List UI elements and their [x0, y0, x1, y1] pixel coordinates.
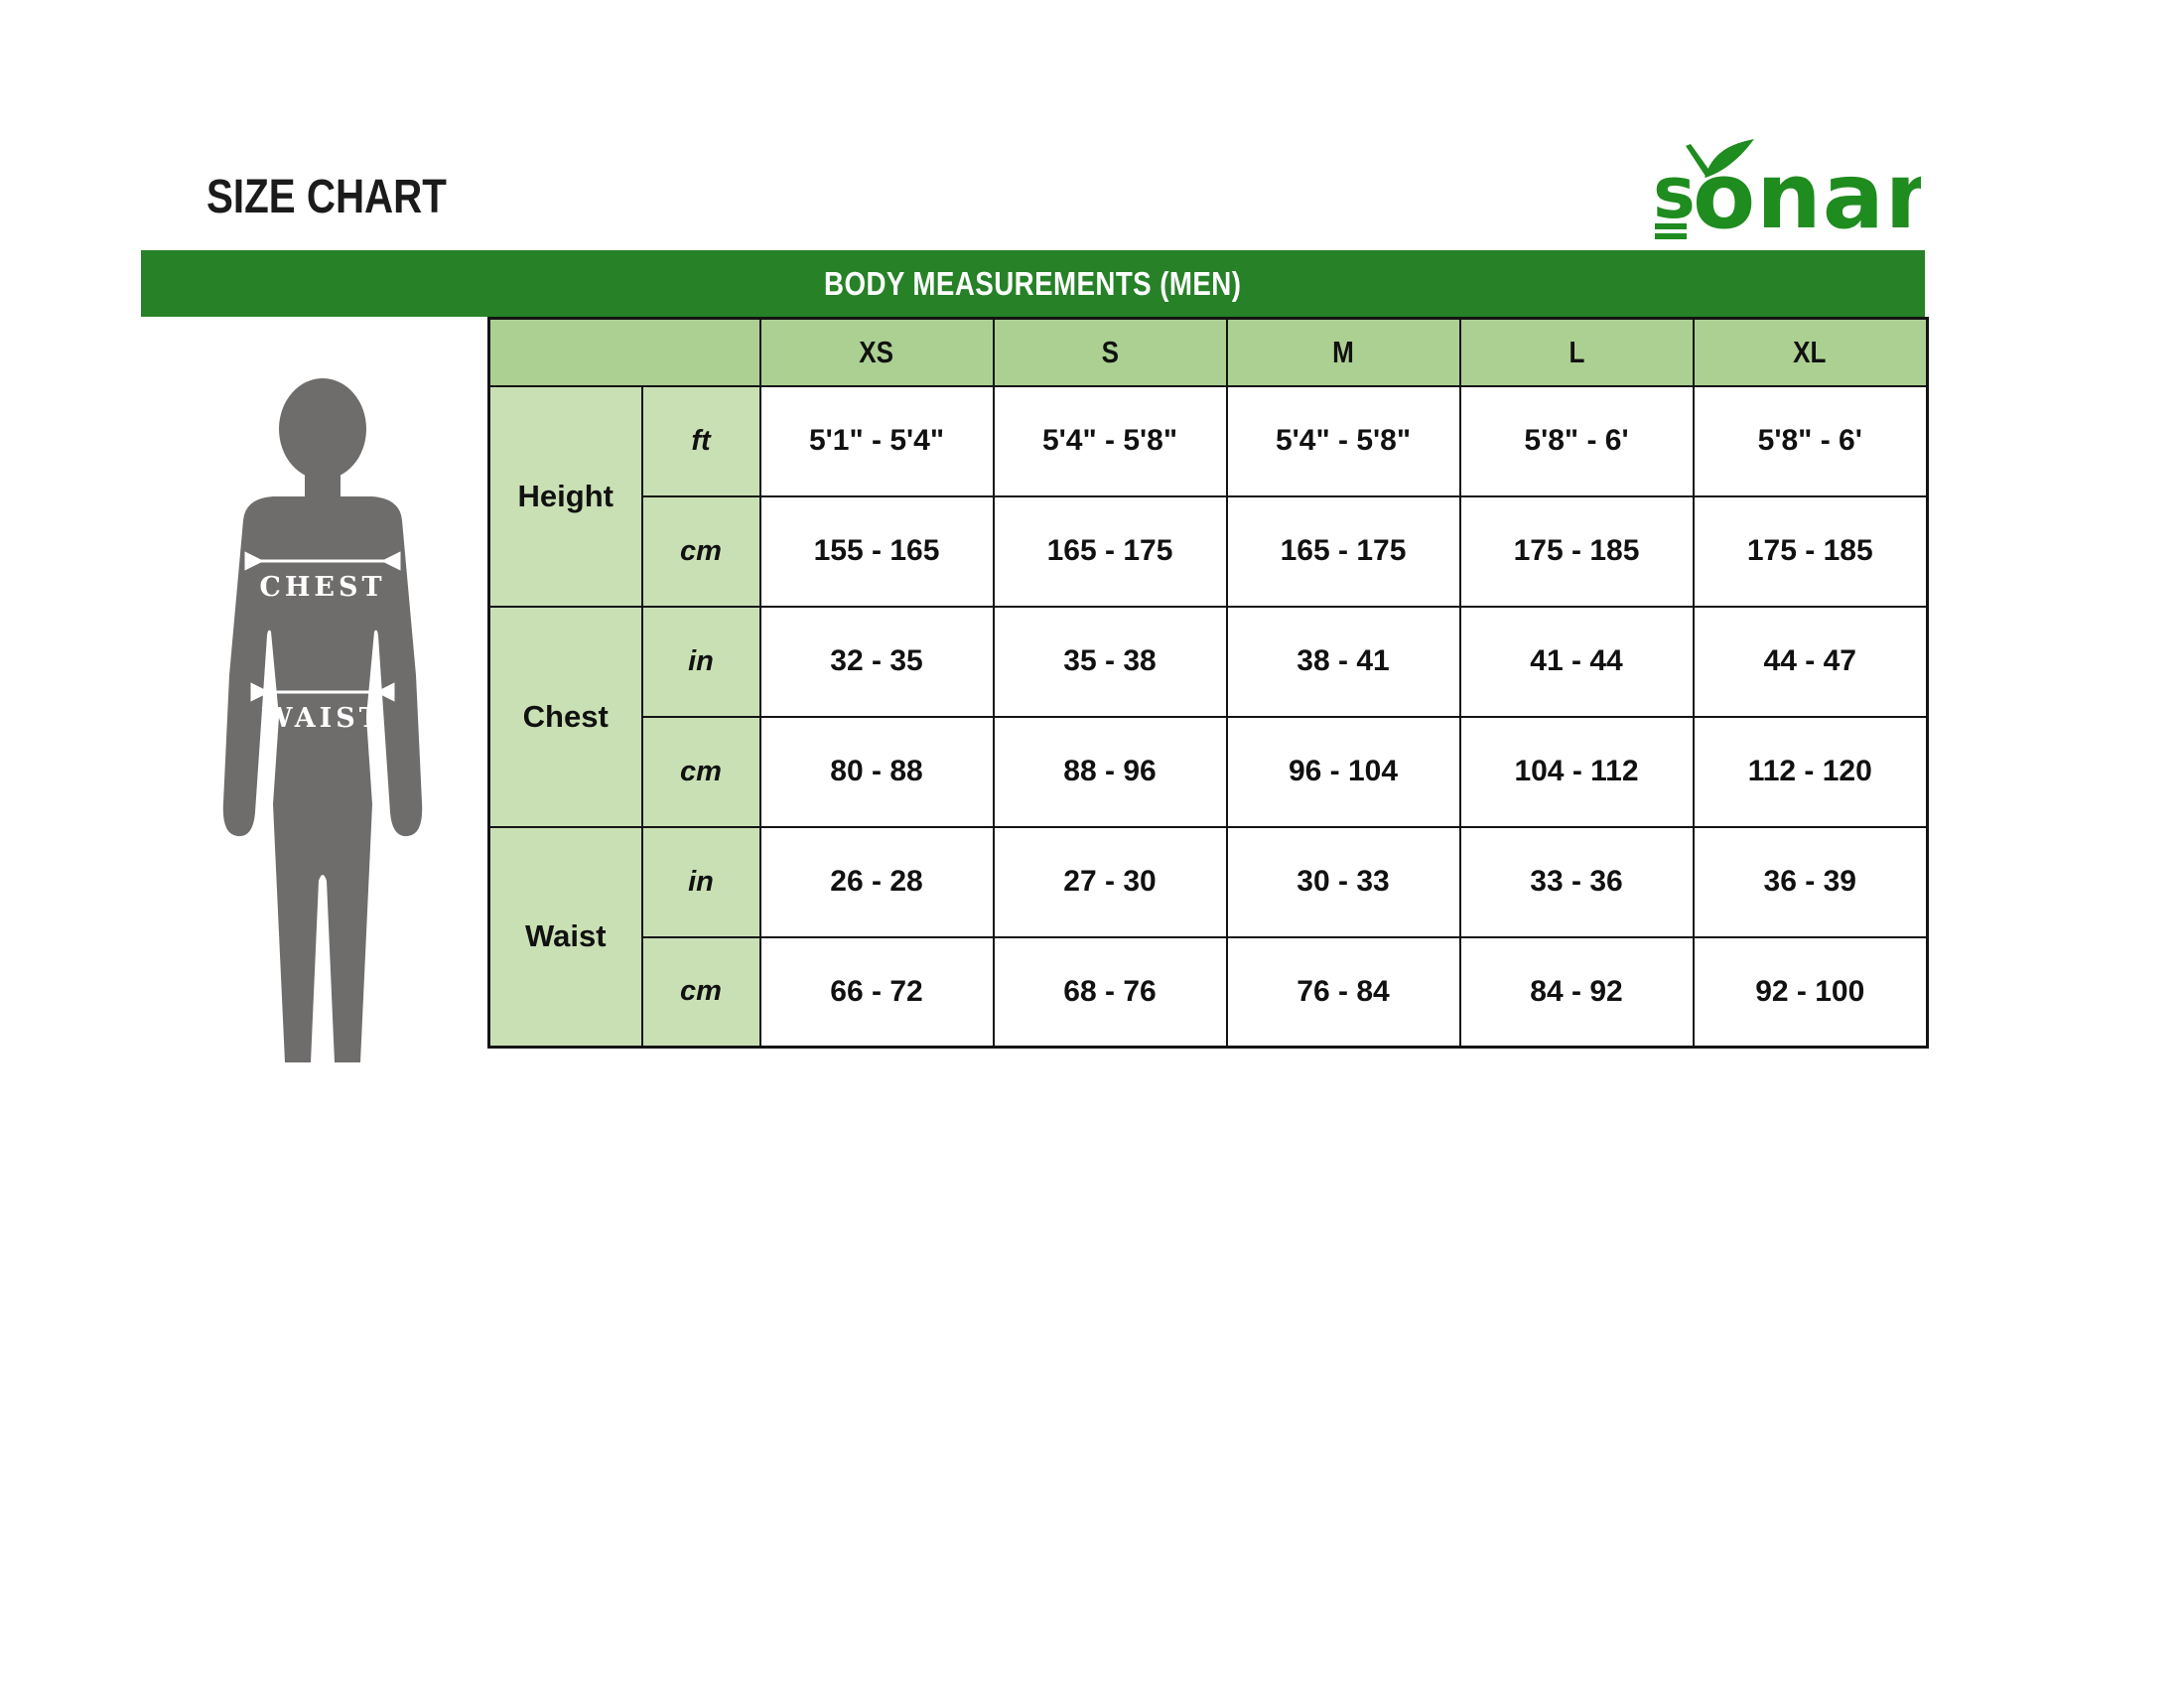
- table-row-height-cm: cm 155 - 165 165 - 175 165 - 175 175 - 1…: [489, 494, 1929, 608]
- value-cell: 175 - 185: [1458, 494, 1695, 608]
- value-cell: 66 - 72: [758, 935, 995, 1049]
- value-cell: 5'4" - 5'8": [1225, 384, 1461, 497]
- brand-logo: s onam: [1653, 139, 1921, 243]
- value-cell: 76 - 84: [1225, 935, 1461, 1049]
- value-cell: 44 - 47: [1692, 605, 1929, 718]
- value-cell: 30 - 33: [1225, 825, 1461, 938]
- value-cell: 5'8" - 6': [1458, 384, 1695, 497]
- value-cell: 5'4" - 5'8": [992, 384, 1228, 497]
- banner-body-measurements: BODY MEASUREMENTS (MEN): [141, 250, 1925, 317]
- value-cell: 32 - 35: [758, 605, 995, 718]
- unit-cell-cm: cm: [640, 935, 761, 1049]
- value-cell: 88 - 96: [992, 715, 1228, 828]
- size-header-xs: XS: [758, 317, 995, 387]
- value-cell: 96 - 104: [1225, 715, 1461, 828]
- value-cell: 165 - 175: [1225, 494, 1461, 608]
- value-cell: 35 - 38: [992, 605, 1228, 718]
- body-measurement-figure: CHEST WAIST: [222, 378, 423, 1062]
- logo-letters-onam: onam: [1693, 143, 1921, 243]
- banner-title: BODY MEASUREMENTS (MEN): [824, 264, 1242, 302]
- value-cell: 26 - 28: [758, 825, 995, 938]
- body-measurements-table: XS S M L XL Height ft 5'1" - 5'4" 5'4" -…: [487, 317, 1929, 1049]
- value-cell: 165 - 175: [992, 494, 1228, 608]
- size-header-xl: XL: [1692, 317, 1929, 387]
- value-cell: 41 - 44: [1458, 605, 1695, 718]
- logo-letter-s: s: [1653, 151, 1696, 234]
- unit-cell-cm: cm: [640, 494, 761, 608]
- size-header-l: L: [1458, 317, 1695, 387]
- value-cell: 175 - 185: [1692, 494, 1929, 608]
- value-cell: 104 - 112: [1458, 715, 1695, 828]
- table-row-waist-cm: cm 66 - 72 68 - 76 76 - 84 84 - 92 92 - …: [489, 935, 1929, 1049]
- category-cell-chest: Chest: [487, 605, 643, 828]
- value-cell: 38 - 41: [1225, 605, 1461, 718]
- size-header-m: M: [1225, 317, 1461, 387]
- waist-label: WAIST: [261, 703, 383, 734]
- value-cell: 68 - 76: [992, 935, 1228, 1049]
- page-title: SIZE CHART: [206, 174, 492, 221]
- size-header-s: S: [992, 317, 1228, 387]
- value-cell: 84 - 92: [1458, 935, 1695, 1049]
- unit-cell-cm: cm: [640, 715, 761, 828]
- value-cell: 27 - 30: [992, 825, 1228, 938]
- table-row-height-ft: Height ft 5'1" - 5'4" 5'4" - 5'8" 5'4" -…: [487, 384, 1929, 608]
- table-row-chest-cm: cm 80 - 88 88 - 96 96 - 104 104 - 112 11…: [489, 715, 1929, 828]
- leaf-sprout-icon: [1686, 139, 1754, 178]
- category-cell-waist: Waist: [487, 825, 643, 1049]
- value-cell: 33 - 36: [1458, 825, 1695, 938]
- man-silhouette: [222, 378, 423, 1062]
- chest-label: CHEST: [259, 572, 385, 603]
- value-cell: 92 - 100: [1692, 935, 1929, 1049]
- unit-cell-in: in: [640, 825, 761, 938]
- value-cell: 80 - 88: [758, 715, 995, 828]
- size-header-row: XS S M L XL: [487, 317, 1929, 387]
- category-cell-height: Height: [487, 384, 643, 608]
- table-row-chest-in: Chest in 32 - 35 35 - 38 38 - 41 41 - 44…: [487, 605, 1929, 828]
- logo-underline-2: [1655, 233, 1687, 239]
- table-row-waist-in: Waist in 26 - 28 27 - 30 30 - 33 33 - 36…: [487, 825, 1929, 1049]
- value-cell: 112 - 120: [1692, 715, 1929, 828]
- value-cell: 36 - 39: [1692, 825, 1929, 938]
- value-cell: 5'8" - 6': [1692, 384, 1929, 497]
- page-title-text: SIZE CHART: [206, 171, 447, 223]
- unit-cell-ft: ft: [640, 384, 761, 497]
- value-cell: 155 - 165: [758, 494, 995, 608]
- unit-cell-in: in: [640, 605, 761, 718]
- corner-cell: [487, 317, 761, 387]
- logo-underline-1: [1655, 223, 1687, 229]
- value-cell: 5'1" - 5'4": [758, 384, 995, 497]
